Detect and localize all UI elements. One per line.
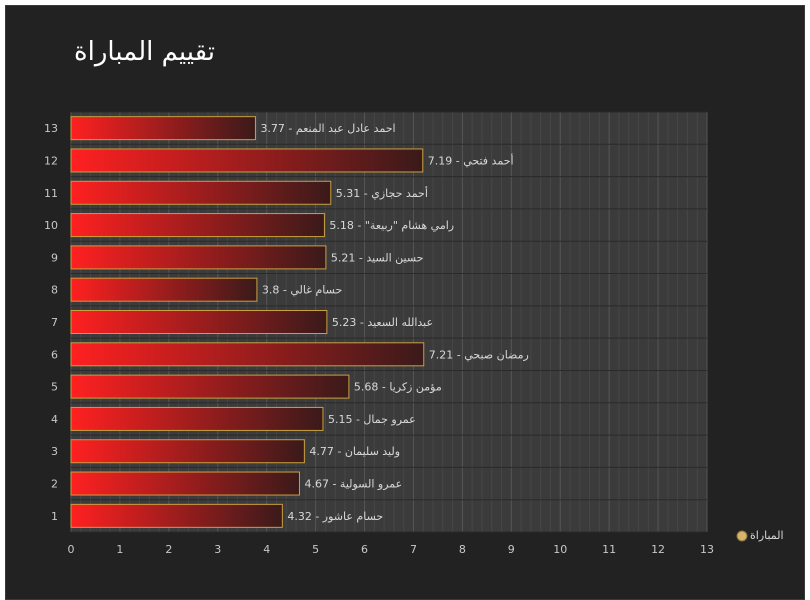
x-tick-label: 8 (459, 543, 466, 556)
y-tick-label: 11 (44, 187, 58, 200)
data-label: رامي هشام "ربيعة" - 5.18 (329, 219, 454, 232)
bar (70, 342, 425, 367)
bar (70, 310, 328, 334)
x-tick-label: 12 (651, 543, 665, 556)
legend-marker (736, 530, 748, 542)
x-tick-label: 10 (553, 543, 567, 556)
x-tick-label: 0 (68, 543, 75, 556)
x-tick-label: 3 (214, 543, 221, 556)
bar (70, 503, 283, 528)
bar (70, 471, 300, 496)
x-tick-label: 1 (116, 543, 123, 556)
y-tick-label: 10 (44, 219, 58, 232)
bar (70, 148, 424, 173)
x-tick-label: 11 (602, 543, 616, 556)
y-tick-label: 6 (51, 348, 58, 361)
data-label: عبدالله السعيد - 5.23 (332, 316, 433, 329)
x-tick-label: 9 (508, 543, 515, 556)
data-label: عمرو السولية - 4.67 (304, 478, 402, 491)
x-tick-label: 13 (700, 543, 714, 556)
data-label: عمرو جمال - 5.15 (328, 413, 416, 426)
data-label: رمضان صبحي - 7.21 (429, 348, 529, 361)
data-label: أحمد حجازي - 5.31 (336, 186, 428, 200)
x-tick-label: 7 (410, 543, 417, 556)
y-tick-label: 13 (44, 122, 58, 135)
bar (70, 213, 325, 238)
data-label: مؤمن زكريا - 5.68 (354, 381, 442, 394)
bar (70, 374, 350, 399)
y-tick-label: 5 (51, 381, 58, 394)
bar (70, 245, 327, 270)
data-label: احمد عادل عبد المنعم - 3.77 (260, 122, 395, 135)
plot-area: 0 1 2 3 4 5 6 7 8 9 10 11 12 131 حسام عاشور - 4.322 عمر… (44, 111, 714, 556)
bar (70, 439, 305, 464)
data-label: حسام غالي - 3.8 (262, 284, 342, 297)
y-tick-label: 7 (51, 316, 58, 329)
legend: المباراة (736, 529, 784, 542)
data-label: حسام عاشور - 4.32 (287, 510, 383, 523)
chart-title: تقييم المباراة (74, 37, 215, 67)
x-tick-label: 6 (361, 543, 368, 556)
bar (70, 406, 324, 431)
y-tick-label: 8 (51, 284, 58, 297)
y-tick-label: 4 (51, 413, 58, 426)
y-tick-label: 3 (51, 445, 58, 458)
x-tick-label: 5 (312, 543, 319, 556)
bar (70, 277, 258, 302)
x-tick-label: 2 (165, 543, 172, 556)
x-tick-label: 4 (263, 543, 270, 556)
y-tick-label: 12 (44, 154, 58, 167)
data-label: حسين السيد - 5.21 (331, 251, 424, 264)
bar (70, 180, 332, 205)
y-tick-label: 9 (51, 251, 58, 264)
y-tick-label: 2 (51, 478, 58, 491)
bar (70, 116, 256, 141)
y-tick-label: 1 (51, 510, 58, 523)
legend-label: المباراة (750, 529, 784, 542)
data-label: وليد سليمان - 4.77 (309, 445, 400, 458)
data-label: أحمد فتحي - 7.19 (428, 153, 514, 167)
